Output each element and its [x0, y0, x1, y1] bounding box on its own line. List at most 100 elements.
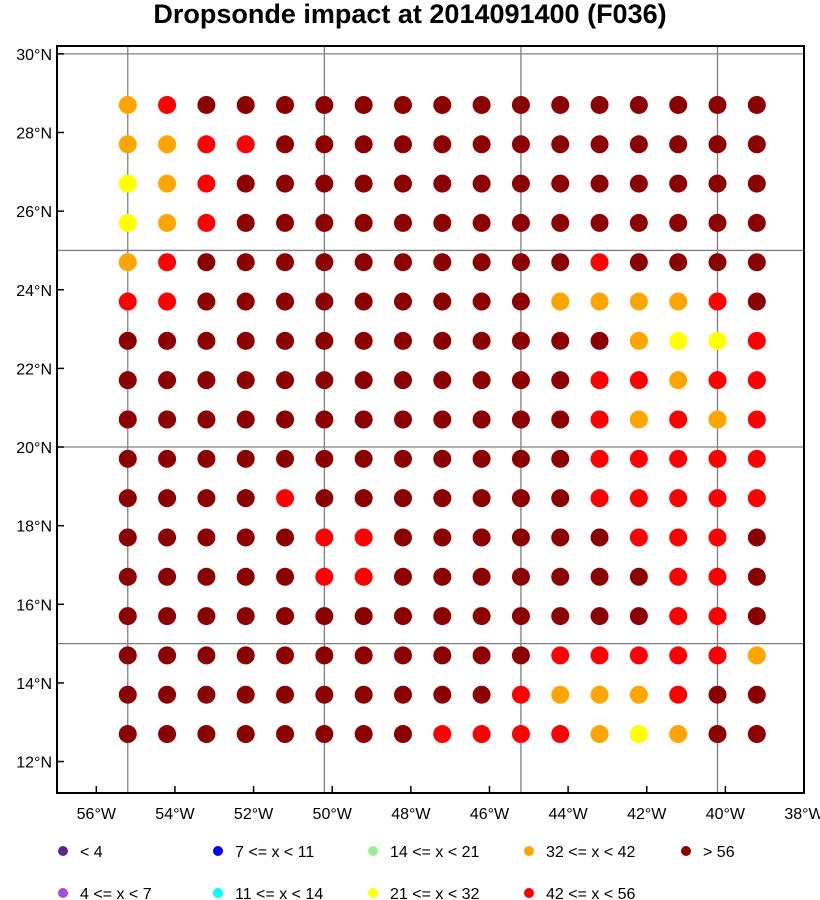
y-tick-label: 16°N: [16, 597, 52, 614]
dropsonde-point: [197, 331, 216, 350]
dropsonde-point: [158, 567, 177, 586]
dropsonde-point: [354, 449, 373, 468]
legend-swatch: [58, 846, 68, 856]
dropsonde-point: [433, 725, 452, 744]
dropsonde-point: [669, 331, 688, 350]
dropsonde-point: [118, 489, 137, 508]
dropsonde-point: [708, 331, 727, 350]
dropsonde-point: [629, 646, 648, 665]
dropsonde-point: [590, 685, 609, 704]
dropsonde-point: [551, 685, 570, 704]
dropsonde-point: [472, 685, 491, 704]
dropsonde-point: [276, 528, 295, 547]
dropsonde-point: [158, 725, 177, 744]
dropsonde-point: [158, 135, 177, 154]
dropsonde-point: [708, 95, 727, 114]
dropsonde-point: [472, 135, 491, 154]
dropsonde-point: [236, 489, 255, 508]
dropsonde-point: [629, 174, 648, 193]
dropsonde-point: [118, 528, 137, 547]
x-tick-label: 48°W: [391, 806, 431, 823]
dropsonde-point: [708, 371, 727, 390]
dropsonde-point: [472, 646, 491, 665]
dropsonde-point: [511, 567, 530, 586]
dropsonde-point: [315, 410, 334, 429]
dropsonde-point: [118, 95, 137, 114]
dropsonde-point: [472, 489, 491, 508]
dropsonde-point: [315, 174, 334, 193]
dropsonde-point: [590, 331, 609, 350]
legend-label: 4 <= x < 7: [80, 886, 152, 900]
dropsonde-point: [354, 567, 373, 586]
dropsonde-point: [747, 449, 766, 468]
dropsonde-point: [511, 725, 530, 744]
dropsonde-point: [393, 174, 412, 193]
dropsonde-point: [197, 371, 216, 390]
dropsonde-point: [629, 213, 648, 232]
dropsonde-point: [158, 95, 177, 114]
dropsonde-point: [590, 725, 609, 744]
dropsonde-point: [354, 646, 373, 665]
dropsonde-point: [590, 292, 609, 311]
dropsonde-point: [629, 292, 648, 311]
legend-item: > 56: [681, 844, 735, 861]
legend-item: 42 <= x < 56: [524, 886, 636, 900]
dropsonde-point: [590, 449, 609, 468]
dropsonde-point: [393, 213, 412, 232]
dropsonde-point: [708, 567, 727, 586]
dropsonde-point: [315, 95, 334, 114]
dropsonde-point: [315, 725, 334, 744]
dropsonde-point: [276, 449, 295, 468]
dropsonde-point: [472, 410, 491, 429]
legend-label: 11 <= x < 14: [235, 886, 323, 900]
dropsonde-point: [747, 607, 766, 626]
dropsonde-point: [276, 95, 295, 114]
dropsonde-point: [511, 213, 530, 232]
dropsonde-point: [629, 331, 648, 350]
dropsonde-point: [511, 607, 530, 626]
dropsonde-point: [747, 410, 766, 429]
dropsonde-point: [433, 528, 452, 547]
dropsonde-point: [354, 213, 373, 232]
dropsonde-point: [669, 489, 688, 508]
dropsonde-point: [590, 528, 609, 547]
dropsonde-point: [669, 410, 688, 429]
dropsonde-point: [472, 95, 491, 114]
legend-label: 14 <= x < 21: [390, 844, 480, 861]
dropsonde-point: [315, 646, 334, 665]
dropsonde-point: [315, 331, 334, 350]
dropsonde-point: [158, 292, 177, 311]
dropsonde-point: [315, 489, 334, 508]
dropsonde-point: [393, 410, 412, 429]
dropsonde-point: [354, 410, 373, 429]
dropsonde-point: [158, 213, 177, 232]
dropsonde-point: [551, 410, 570, 429]
dropsonde-point: [433, 410, 452, 429]
dropsonde-point: [590, 371, 609, 390]
dropsonde-point: [511, 449, 530, 468]
dropsonde-point: [511, 292, 530, 311]
dropsonde-point: [236, 528, 255, 547]
dropsonde-point: [669, 135, 688, 154]
dropsonde-point: [118, 174, 137, 193]
dropsonde-point: [708, 685, 727, 704]
dropsonde-point: [551, 567, 570, 586]
dropsonde-point: [197, 292, 216, 311]
dropsonde-point: [354, 725, 373, 744]
dropsonde-point: [393, 371, 412, 390]
dropsonde-point: [551, 725, 570, 744]
dropsonde-point: [551, 292, 570, 311]
dropsonde-point: [551, 528, 570, 547]
dropsonde-point: [236, 95, 255, 114]
dropsonde-point: [393, 567, 412, 586]
dropsonde-point: [276, 567, 295, 586]
legend: < 4 4 <= x < 7 7 <= x < 11 11 <= x < 14 14 <…: [58, 844, 735, 900]
dropsonde-point: [158, 646, 177, 665]
dropsonde-point: [433, 95, 452, 114]
dropsonde-point: [393, 607, 412, 626]
dropsonde-point: [472, 213, 491, 232]
dropsonde-point: [590, 95, 609, 114]
dropsonde-point: [511, 410, 530, 429]
dropsonde-points: [118, 95, 766, 744]
x-tick-label: 56°W: [77, 806, 117, 823]
